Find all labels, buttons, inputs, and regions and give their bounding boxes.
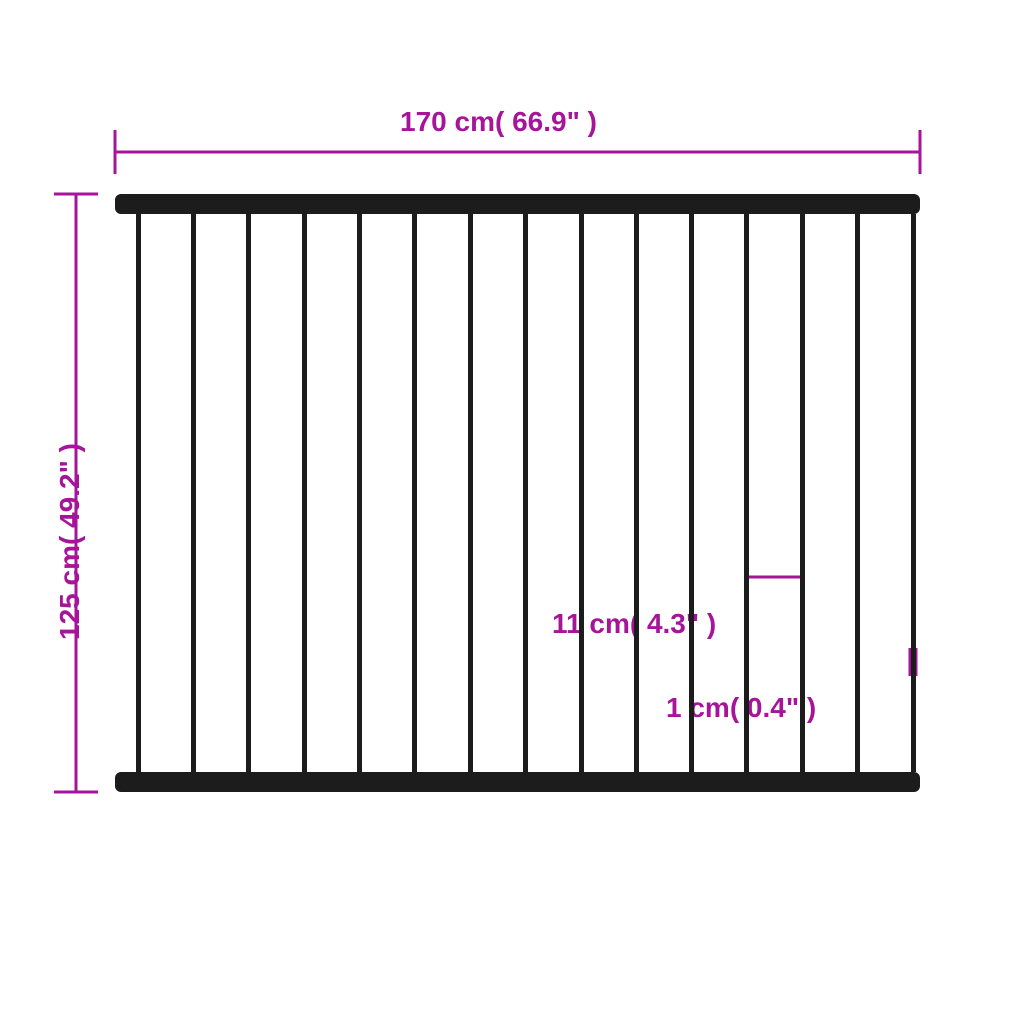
fence-vertical-bar <box>634 214 639 772</box>
fence-vertical-bar <box>191 214 196 772</box>
figure-canvas: 170 cm( 66.9" ) 125 cm( 49.2" ) 11 cm( 4… <box>0 0 1024 1024</box>
fence-vertical-bar <box>412 214 417 772</box>
fence-bottom-rail <box>115 772 920 792</box>
fence-vertical-bar <box>136 214 141 772</box>
fence-vertical-bar <box>468 214 473 772</box>
fence-vertical-bar <box>302 214 307 772</box>
fence-vertical-bar <box>523 214 528 772</box>
fence-vertical-bar <box>911 214 916 772</box>
dimension-label-height: 125 cm( 49.2" ) <box>54 443 86 640</box>
dimension-label-width: 170 cm( 66.9" ) <box>400 106 597 138</box>
fence-vertical-bar <box>579 214 584 772</box>
fence-vertical-bar <box>855 214 860 772</box>
fence-top-rail <box>115 194 920 214</box>
fence-vertical-bar <box>357 214 362 772</box>
fence-vertical-bar <box>744 214 749 772</box>
fence-vertical-bar <box>689 214 694 772</box>
dimension-lines <box>0 0 1024 1024</box>
fence-vertical-bar <box>246 214 251 772</box>
fence-vertical-bar <box>800 214 805 772</box>
